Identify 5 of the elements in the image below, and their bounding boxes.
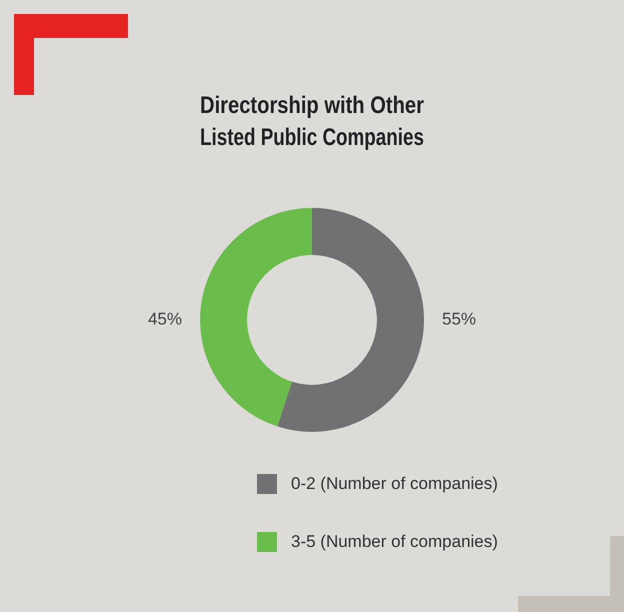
legend-label: 0-2 (Number of companies) bbox=[291, 474, 498, 494]
legend-label: 3-5 (Number of companies) bbox=[291, 532, 498, 552]
data-label: 55% bbox=[442, 310, 476, 329]
chart-title: Directorship with Other Listed Public Companies bbox=[200, 91, 424, 151]
data-label: 45% bbox=[148, 310, 182, 329]
